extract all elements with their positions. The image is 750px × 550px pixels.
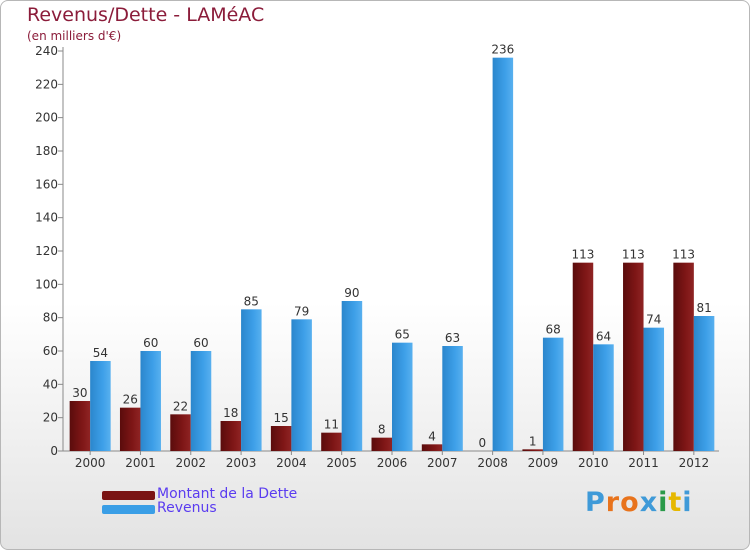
bar-revenus (492, 57, 514, 452)
logo-letter: x (639, 487, 659, 518)
data-label: 81 (696, 301, 711, 315)
bar-dette (572, 262, 594, 451)
y-tick-label: 100 (35, 277, 58, 291)
bar-revenus (241, 309, 262, 451)
data-label: 60 (193, 336, 208, 350)
x-tick-label: 2003 (226, 456, 257, 470)
data-label: 64 (596, 329, 611, 343)
data-label: 0 (479, 436, 487, 450)
data-label: 90 (344, 286, 359, 300)
proxiti-logo: Proxiti (585, 487, 693, 518)
y-tick-label: 220 (35, 77, 58, 91)
bar-dette (371, 437, 392, 451)
data-label: 8 (378, 423, 386, 437)
bar-revenus (140, 351, 161, 451)
x-tick-label: 2006 (377, 456, 408, 470)
bar-revenus (341, 301, 363, 451)
bar-dette (321, 432, 342, 451)
y-tick-label: 200 (35, 111, 58, 125)
x-tick-label: 2002 (175, 456, 206, 470)
bar-dette (270, 426, 292, 451)
legend-swatch-revenus (102, 505, 155, 514)
chart-subtitle: (en milliers d'€) (27, 29, 122, 43)
bar-revenus (190, 351, 212, 451)
y-tick-label: 0 (50, 444, 58, 458)
data-label: 113 (672, 248, 695, 262)
data-label: 18 (223, 406, 238, 420)
data-label: 15 (273, 411, 288, 425)
y-tick-label: 120 (35, 244, 58, 258)
x-tick-label: 2005 (326, 456, 357, 470)
bar-dette (170, 414, 191, 451)
legend-label-dette: Montant de la Dette (157, 486, 298, 502)
y-tick-label: 160 (35, 177, 58, 191)
data-label: 79 (294, 304, 309, 318)
data-label: 30 (72, 386, 87, 400)
logo-letter: P (585, 487, 606, 518)
bar-dette (220, 421, 242, 451)
data-label: 4 (428, 429, 436, 443)
y-tick-label: 80 (43, 311, 58, 325)
logo-letter: i (658, 487, 669, 518)
data-label: 65 (395, 328, 410, 342)
legend-label-revenus: Revenus (157, 500, 217, 516)
data-label: 1 (529, 434, 537, 448)
y-tick-label: 20 (43, 411, 58, 425)
logo-letter: i (682, 487, 693, 518)
x-tick-label: 2004 (276, 456, 307, 470)
bar-dette (673, 262, 694, 451)
bar-revenus (291, 319, 312, 451)
bar-revenus (542, 337, 564, 451)
logo-letter: t (668, 487, 683, 518)
data-label: 74 (646, 313, 661, 327)
data-label: 11 (324, 418, 339, 432)
x-tick-label: 2011 (628, 456, 659, 470)
bar-revenus (392, 342, 413, 451)
x-tick-label: 2009 (528, 456, 559, 470)
bar-revenus (693, 316, 715, 451)
data-label: 22 (173, 399, 188, 413)
data-label: 26 (123, 393, 138, 407)
bar-dette (421, 444, 443, 451)
data-labels: 30 26 22 18 15 11 8 4 0 1 113 113 113 54 60 60 85 79 90 65 6… (72, 43, 711, 450)
data-label: 236 (491, 43, 514, 57)
data-label: 85 (244, 294, 259, 308)
bar-revenus (442, 346, 463, 451)
x-tick-label: 2008 (477, 456, 508, 470)
y-tick-label: 140 (35, 211, 58, 225)
y-tick-label: 40 (43, 377, 58, 391)
bar-dette (623, 262, 644, 451)
legend-swatch-dette (102, 491, 155, 500)
x-tick-label: 2010 (578, 456, 609, 470)
bar-dette (119, 407, 141, 451)
bar-dette (522, 449, 543, 451)
data-label: 54 (93, 346, 108, 360)
y-tick-label: 60 (43, 344, 58, 358)
bar-revenus (593, 344, 614, 451)
data-label: 113 (572, 248, 595, 262)
y-tick-label: 180 (35, 144, 58, 158)
x-tick-label: 2007 (427, 456, 458, 470)
data-label: 63 (445, 331, 460, 345)
x-tick-label: 2000 (75, 456, 106, 470)
bars (69, 57, 715, 452)
y-tick-label: 240 (35, 44, 58, 58)
bar-dette (69, 401, 91, 451)
data-label: 113 (622, 248, 645, 262)
x-tick-label: 2001 (125, 456, 156, 470)
logo-letter: r (605, 487, 621, 518)
chart-title: Revenus/Dette - LAMéAC (27, 4, 265, 26)
data-label: 60 (143, 336, 158, 350)
logo-letter: o (620, 487, 640, 518)
bar-revenus (90, 361, 111, 451)
x-tick-label: 2012 (679, 456, 710, 470)
bar-revenus (643, 327, 665, 451)
data-label: 68 (546, 323, 561, 337)
